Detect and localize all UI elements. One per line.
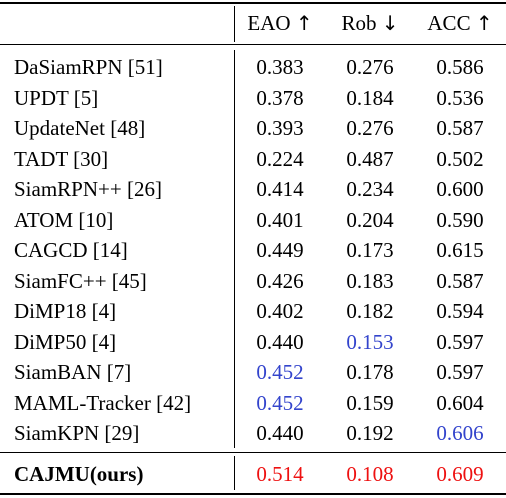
row-rob: 0.173 xyxy=(346,238,394,262)
bottom-rule xyxy=(0,493,506,495)
row-acc: 0.594 xyxy=(436,299,484,323)
row-name: UpdateNet [48] xyxy=(14,116,146,140)
row-eao: 0.383 xyxy=(256,55,304,79)
header-acc-label: ACC xyxy=(427,11,471,35)
row-acc: 0.597 xyxy=(436,360,484,384)
ours-rule xyxy=(0,452,506,453)
row-name: SiamRPN++ [26] xyxy=(14,177,162,201)
row-rob: 0.153 xyxy=(346,329,394,354)
row-name: ATOM [10] xyxy=(14,207,114,232)
row-rob: 0.178 xyxy=(346,360,394,384)
row-eao: 0.426 xyxy=(256,268,304,293)
row-name: SiamBAN [7] xyxy=(14,360,132,384)
row-acc: 0.536 xyxy=(436,85,484,110)
row-rob: 0.183 xyxy=(346,268,394,293)
row-eao: 0.514 xyxy=(256,462,304,486)
row-rob: 0.276 xyxy=(346,55,394,79)
row-eao: 0.414 xyxy=(256,177,304,201)
row-eao: 0.440 xyxy=(256,329,304,354)
row-acc: 0.587 xyxy=(436,116,484,140)
row-name: DiMP18 [4] xyxy=(14,299,117,323)
row-rob: 0.487 xyxy=(346,146,394,171)
row-acc: 0.600 xyxy=(436,177,484,201)
arrow-up-icon: ↑ xyxy=(295,11,313,35)
row-acc: 0.609 xyxy=(436,462,484,486)
row-eao: 0.393 xyxy=(256,116,304,140)
header-rule xyxy=(0,44,506,45)
header-eao-label: EAO xyxy=(247,11,291,35)
row-eao: 0.402 xyxy=(256,299,304,323)
row-eao: 0.449 xyxy=(256,238,304,262)
row-acc: 0.502 xyxy=(436,146,484,171)
row-rob: 0.192 xyxy=(346,421,394,445)
top-rule xyxy=(0,2,506,4)
row-eao: 0.452 xyxy=(256,390,304,415)
ours-separator xyxy=(234,456,235,490)
header-rob-label: Rob xyxy=(341,11,377,35)
header-acc: ACC ↑ xyxy=(418,8,502,38)
row-rob: 0.182 xyxy=(346,299,394,323)
row-name: DaSiamRPN [51] xyxy=(14,55,163,79)
row-rob: 0.204 xyxy=(346,207,394,232)
row-acc: 0.615 xyxy=(436,238,484,262)
row-acc: 0.587 xyxy=(436,268,484,293)
row-rob: 0.159 xyxy=(346,390,394,415)
row-acc: 0.597 xyxy=(436,329,484,354)
row-rob: 0.184 xyxy=(346,85,394,110)
row-name: CAJMU(ours) xyxy=(14,462,144,486)
row-acc: 0.604 xyxy=(436,390,484,415)
row-name: DiMP50 [4] xyxy=(14,329,117,354)
row-rob: 0.108 xyxy=(346,462,394,486)
arrow-up-icon: ↑ xyxy=(475,11,493,35)
header-eao: EAO ↑ xyxy=(238,8,322,38)
header-separator xyxy=(234,6,235,42)
row-eao: 0.401 xyxy=(256,207,304,232)
row-eao: 0.224 xyxy=(256,146,304,171)
row-eao: 0.440 xyxy=(256,421,304,445)
row-name: SiamKPN [29] xyxy=(14,421,140,445)
row-acc: 0.606 xyxy=(436,421,484,445)
row-eao: 0.378 xyxy=(256,85,304,110)
header-rob: Rob ↓ xyxy=(328,8,412,38)
row-name: MAML-Tracker [42] xyxy=(14,390,192,415)
body-separator xyxy=(234,50,235,448)
row-name: CAGCD [14] xyxy=(14,238,128,262)
row-name: UPDT [5] xyxy=(14,85,99,110)
row-eao: 0.452 xyxy=(256,360,304,384)
row-acc: 0.586 xyxy=(436,55,484,79)
row-acc: 0.590 xyxy=(436,207,484,232)
row-rob: 0.276 xyxy=(346,116,394,140)
row-rob: 0.234 xyxy=(346,177,394,201)
arrow-down-icon: ↓ xyxy=(381,11,399,35)
row-name: SiamFC++ [45] xyxy=(14,268,147,293)
row-name: TADT [30] xyxy=(14,146,109,171)
